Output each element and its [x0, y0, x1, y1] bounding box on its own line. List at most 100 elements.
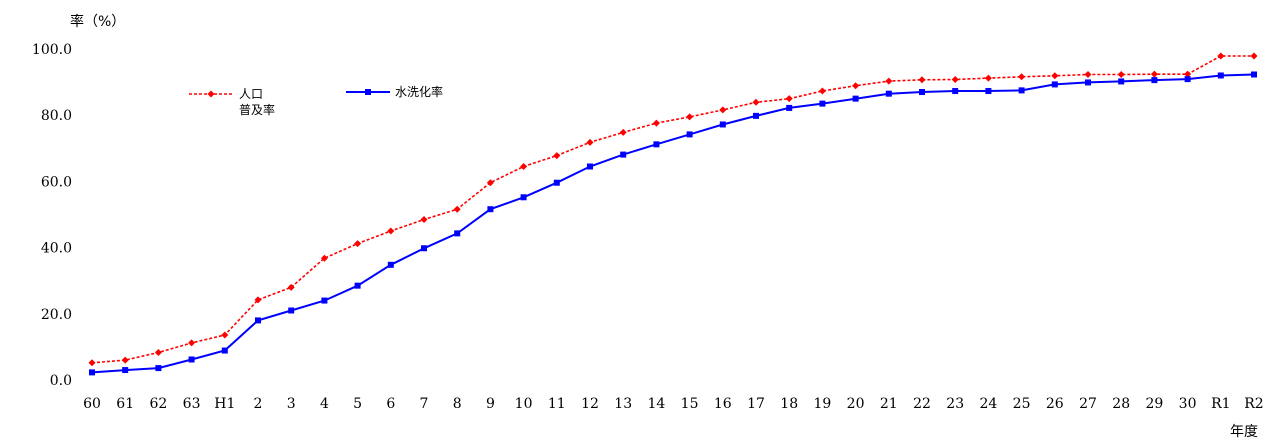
series-1	[88, 52, 1258, 367]
data-point	[818, 87, 826, 95]
data-point	[354, 282, 361, 289]
data-point	[587, 163, 593, 170]
data-point	[752, 98, 760, 106]
data-point	[154, 349, 162, 357]
data-point	[653, 141, 660, 148]
x-tick-label: 30	[1179, 396, 1197, 412]
series-2	[89, 71, 1257, 376]
data-point	[288, 307, 295, 314]
data-point	[155, 365, 162, 372]
data-point	[1150, 70, 1158, 78]
x-tick-label: R2	[1244, 396, 1263, 412]
data-point	[919, 89, 925, 96]
data-point	[1151, 77, 1158, 84]
data-point	[553, 152, 561, 160]
x-tick-label: 18	[780, 396, 798, 412]
legend-marker	[365, 89, 371, 95]
data-point	[221, 347, 228, 354]
y-tick-label: 40.0	[41, 241, 72, 257]
data-point	[287, 283, 295, 291]
data-point	[188, 339, 196, 347]
x-tick-label: 24	[979, 396, 997, 412]
x-tick-label: 8	[453, 396, 462, 412]
data-point	[1051, 81, 1058, 88]
data-point	[553, 179, 560, 186]
data-point	[1051, 72, 1059, 80]
data-point	[221, 331, 229, 339]
x-tick-label: 11	[548, 396, 566, 412]
data-point	[1117, 70, 1125, 78]
x-tick-label: 25	[1013, 396, 1031, 412]
data-point	[1184, 70, 1192, 78]
x-tick-label: 23	[946, 396, 964, 412]
x-tick-label: 22	[913, 396, 931, 412]
data-point	[255, 317, 261, 324]
data-point	[487, 206, 494, 213]
data-point	[852, 95, 859, 102]
data-point	[819, 100, 826, 107]
x-axis: 60 61 62 63 H1 2 3 4 5 6 7 8 9 10 11 12 13 14 15 16 17 18 19 20…	[83, 396, 1264, 412]
y-axis-title: 率（%）	[70, 13, 125, 30]
series-line	[91, 55, 1254, 364]
data-point	[89, 369, 95, 376]
y-tick-label: 80.0	[41, 108, 72, 124]
legend-label: 人口	[239, 87, 263, 101]
data-point	[619, 128, 627, 136]
x-tick-label: 29	[1145, 396, 1163, 412]
data-point	[520, 163, 528, 171]
series-line	[91, 73, 1255, 374]
x-tick-label: 5	[353, 396, 362, 412]
data-point	[719, 121, 726, 128]
x-tick-label: 13	[614, 396, 632, 412]
x-tick-label: 10	[515, 396, 533, 412]
x-tick-label: 7	[420, 396, 429, 412]
x-tick-label: 28	[1112, 396, 1130, 412]
data-point	[719, 106, 727, 114]
data-point	[1184, 76, 1191, 83]
x-tick-label: 63	[183, 396, 201, 412]
data-point	[1251, 71, 1257, 78]
y-tick-label: 60.0	[41, 174, 72, 190]
data-point	[121, 356, 129, 364]
x-tick-label: 15	[681, 396, 699, 412]
x-tick-label: 17	[747, 396, 765, 412]
x-tick-label: R1	[1211, 396, 1230, 412]
data-point	[88, 359, 96, 367]
data-point	[1084, 70, 1092, 78]
data-point	[520, 194, 527, 201]
data-point	[188, 356, 195, 363]
x-tick-label: 20	[847, 396, 865, 412]
data-point	[486, 179, 494, 187]
x-tick-label: 9	[486, 396, 495, 412]
x-tick-label: 60	[83, 396, 101, 412]
data-point	[1217, 72, 1224, 79]
data-point	[387, 227, 395, 235]
data-point	[321, 297, 328, 304]
x-tick-label: 3	[287, 396, 296, 412]
data-point	[652, 119, 660, 127]
data-point	[1250, 52, 1258, 60]
data-point	[984, 74, 992, 82]
data-point	[320, 254, 328, 262]
legend-item: 水洗化率	[346, 84, 443, 99]
legend-label: 水洗化率	[395, 84, 443, 99]
data-point	[354, 240, 362, 248]
data-point	[885, 90, 892, 97]
x-axis-title: 年度	[1230, 424, 1258, 440]
x-tick-label: 14	[647, 396, 665, 412]
data-point	[753, 112, 759, 119]
data-point	[1217, 52, 1225, 60]
y-tick-label: 100.0	[32, 42, 72, 58]
data-point	[421, 245, 427, 252]
data-point	[1118, 78, 1125, 85]
x-tick-label: 12	[581, 396, 599, 412]
x-tick-label: 26	[1046, 396, 1064, 412]
data-point	[785, 95, 793, 103]
y-axis: 0.0 20.0 40.0 60.0 80.0 100.0	[32, 42, 72, 389]
data-point	[254, 296, 262, 304]
x-tick-label: 2	[254, 396, 263, 412]
y-tick-label: 0.0	[50, 373, 72, 389]
